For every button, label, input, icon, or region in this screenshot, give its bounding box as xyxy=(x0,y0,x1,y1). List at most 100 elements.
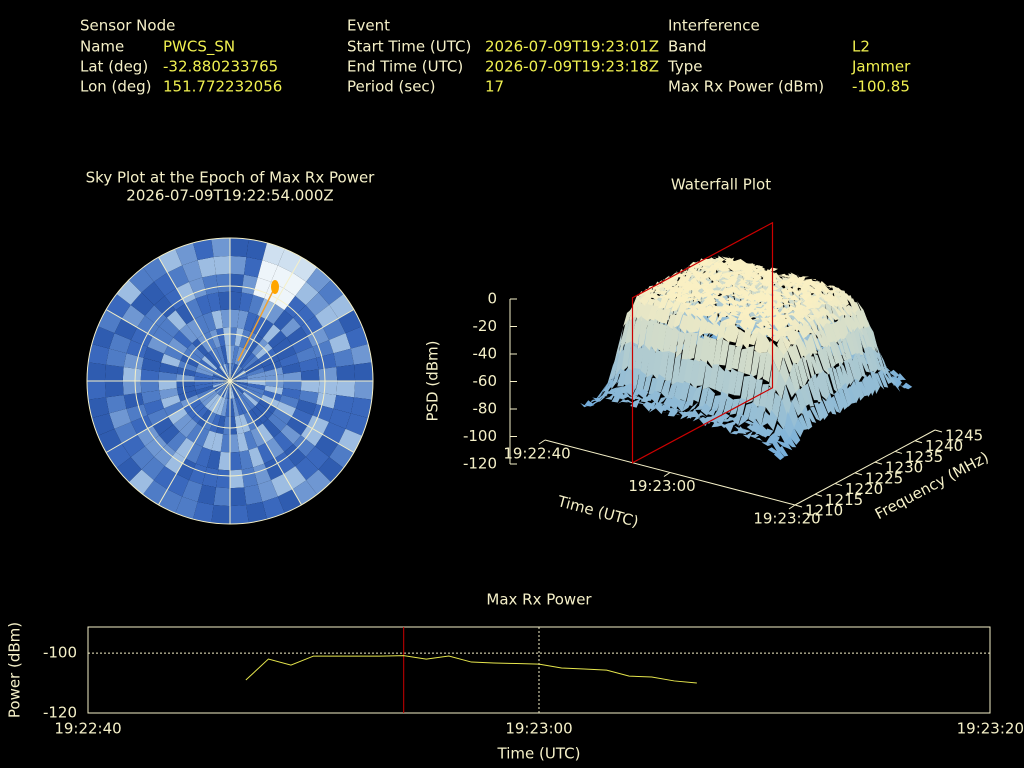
sky-cell xyxy=(322,318,346,340)
info-label: Name xyxy=(80,38,124,56)
surface-patch xyxy=(746,424,757,432)
sky-cell xyxy=(239,414,251,433)
sky-cell xyxy=(159,362,179,375)
sky-cell xyxy=(176,381,195,388)
surface-patch xyxy=(849,328,860,356)
surface-patch xyxy=(665,281,676,290)
sky-cell xyxy=(159,387,179,400)
info-label: Max Rx Power (dBm) xyxy=(668,78,824,96)
surface-patch xyxy=(823,371,834,396)
sky-cell xyxy=(245,363,264,375)
sky-cell xyxy=(87,381,106,400)
surface-patch xyxy=(690,359,701,391)
sky-cell xyxy=(168,407,188,425)
sky-cell xyxy=(142,257,168,282)
surface-patch xyxy=(669,395,680,411)
y-tick-label: -100 xyxy=(43,644,77,662)
sky-cell xyxy=(164,288,186,311)
sky-cell xyxy=(194,371,213,379)
surface-patch xyxy=(740,306,751,309)
surface-patch xyxy=(740,291,751,298)
surface-patch xyxy=(674,413,685,416)
sky-cell xyxy=(271,473,293,497)
surface-patch xyxy=(668,296,679,303)
sky-cell xyxy=(264,385,284,395)
surface-patch xyxy=(878,369,889,388)
sky-cell xyxy=(212,378,230,381)
surface-patch xyxy=(708,333,719,339)
sky-cell xyxy=(220,345,228,364)
surface-patch xyxy=(821,345,832,375)
surface-patch xyxy=(826,288,837,295)
surface-patch xyxy=(866,374,877,396)
sky-cell xyxy=(318,457,344,483)
surface-patch xyxy=(867,346,878,375)
surface-patch xyxy=(811,373,822,403)
surface-patch xyxy=(640,344,651,378)
z-tick-label: -80 xyxy=(473,400,498,418)
sky-cell xyxy=(257,442,275,464)
sky-cell xyxy=(123,392,144,409)
surface-patch xyxy=(654,307,665,323)
sky-cell xyxy=(218,291,230,311)
surface-patch xyxy=(865,327,876,352)
sky-cell xyxy=(230,451,242,471)
sky-cell xyxy=(336,364,356,381)
sky-cell xyxy=(212,374,230,381)
surface-patch xyxy=(625,383,636,397)
surface-patch xyxy=(757,312,768,319)
surface-patch xyxy=(751,268,762,274)
sky-title: Sky Plot at the Epoch of Max Rx Power xyxy=(86,169,376,187)
surface-patch xyxy=(634,396,645,401)
surface-patch xyxy=(845,330,856,356)
surface-patch xyxy=(841,303,852,317)
surface-patch xyxy=(803,337,814,359)
surface-patch xyxy=(740,375,751,404)
surface-patch xyxy=(718,296,729,305)
surface-patch xyxy=(680,411,691,420)
y-tick xyxy=(794,504,803,508)
surface-patch xyxy=(704,278,715,282)
sky-cell xyxy=(230,345,235,364)
sky-cell xyxy=(230,374,248,381)
surface-patch xyxy=(642,374,653,395)
surface-patch xyxy=(774,279,785,288)
sky-cell xyxy=(196,387,215,399)
surface-patch xyxy=(870,370,881,394)
surface-patch xyxy=(728,309,739,316)
y-tick-label: 1210 xyxy=(805,502,843,520)
surface-patch xyxy=(847,316,858,334)
surface-patch xyxy=(719,339,730,366)
surface-patch xyxy=(832,290,843,295)
surface-patch xyxy=(820,295,831,302)
sky-cell xyxy=(220,398,228,417)
sky-cell xyxy=(176,367,196,377)
surface-patch xyxy=(744,300,755,305)
sky-cell xyxy=(211,432,224,452)
sky-cell xyxy=(306,267,332,293)
surface-patch xyxy=(727,286,738,292)
surface-patch xyxy=(714,266,725,270)
sky-cell xyxy=(204,393,220,410)
sky-cell xyxy=(175,496,198,520)
surface-patch xyxy=(685,271,696,274)
sky-cell xyxy=(263,360,282,372)
sky-cell xyxy=(126,404,148,423)
surface-patch xyxy=(725,344,736,372)
sky-cell xyxy=(293,435,316,457)
surface-patch xyxy=(762,351,773,383)
surface-patch xyxy=(746,373,757,404)
surface-patch xyxy=(713,291,724,296)
info-heading: Event xyxy=(347,17,390,35)
surface-patch xyxy=(794,316,805,323)
surface-patch xyxy=(679,381,690,401)
sky-cell xyxy=(159,317,180,338)
surface-patch xyxy=(732,412,743,426)
y-tick-label: 1225 xyxy=(865,469,903,487)
surface-patch xyxy=(721,368,732,400)
surface-patch xyxy=(670,289,681,295)
surface-patch xyxy=(671,277,682,280)
sky-cell xyxy=(195,367,214,377)
sky-cell xyxy=(246,367,265,377)
sky-cell xyxy=(230,381,233,399)
